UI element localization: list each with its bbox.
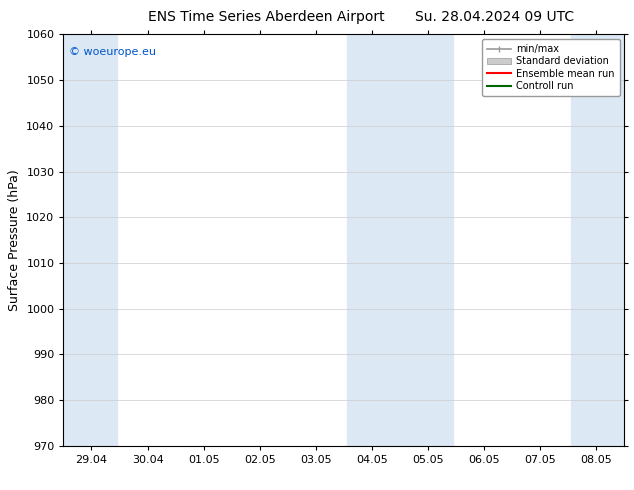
Bar <box>63 34 117 446</box>
Bar <box>571 34 624 446</box>
Legend: min/max, Standard deviation, Ensemble mean run, Controll run: min/max, Standard deviation, Ensemble me… <box>482 39 619 96</box>
Y-axis label: Surface Pressure (hPa): Surface Pressure (hPa) <box>8 169 21 311</box>
Text: ENS Time Series Aberdeen Airport: ENS Time Series Aberdeen Airport <box>148 10 385 24</box>
Text: © woeurope.eu: © woeurope.eu <box>69 47 156 57</box>
Text: Su. 28.04.2024 09 UTC: Su. 28.04.2024 09 UTC <box>415 10 574 24</box>
Bar <box>347 34 453 446</box>
